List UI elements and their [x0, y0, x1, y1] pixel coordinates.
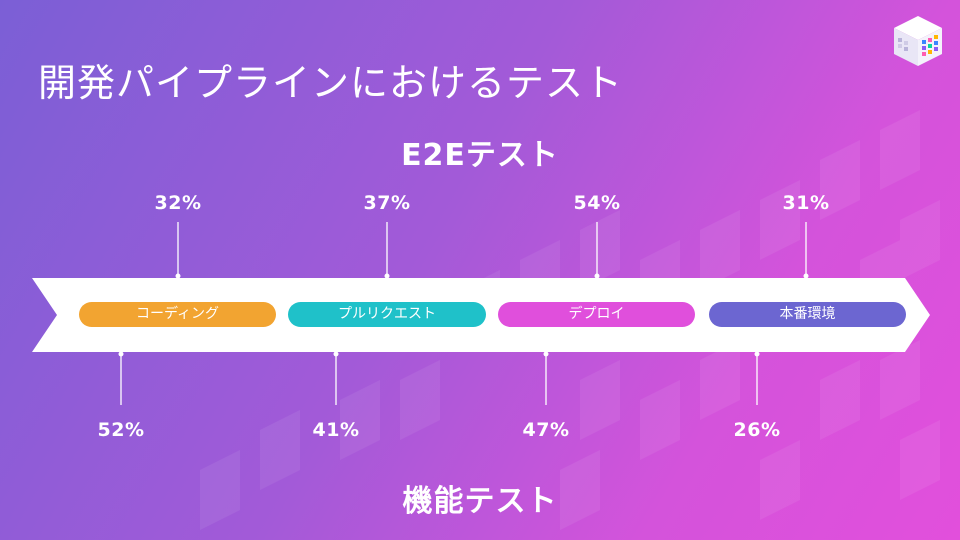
- functional-pct-pull-request: 41%: [312, 419, 360, 441]
- stage-coding: コーディング: [79, 302, 276, 327]
- stage-pull-request: プルリクエスト: [288, 302, 486, 327]
- e2e-pct-deploy: 54%: [573, 192, 621, 214]
- stage-deploy: デプロイ: [498, 302, 695, 327]
- page-title: 開発パイプラインにおけるテスト: [38, 61, 624, 105]
- e2e-pct-coding: 32%: [154, 192, 202, 214]
- functional-pct-coding: 52%: [97, 419, 145, 441]
- functional-pct-production: 26%: [733, 419, 781, 441]
- stage-production: 本番環境: [709, 302, 906, 327]
- e2e-pct-pull-request: 37%: [363, 192, 411, 214]
- functional-test-title: 機能テスト: [402, 484, 558, 519]
- e2e-pct-production: 31%: [782, 192, 830, 214]
- e2e-test-title: E2Eテスト: [401, 138, 559, 173]
- functional-pct-deploy: 47%: [522, 419, 570, 441]
- brand-logo-icon: [894, 16, 942, 66]
